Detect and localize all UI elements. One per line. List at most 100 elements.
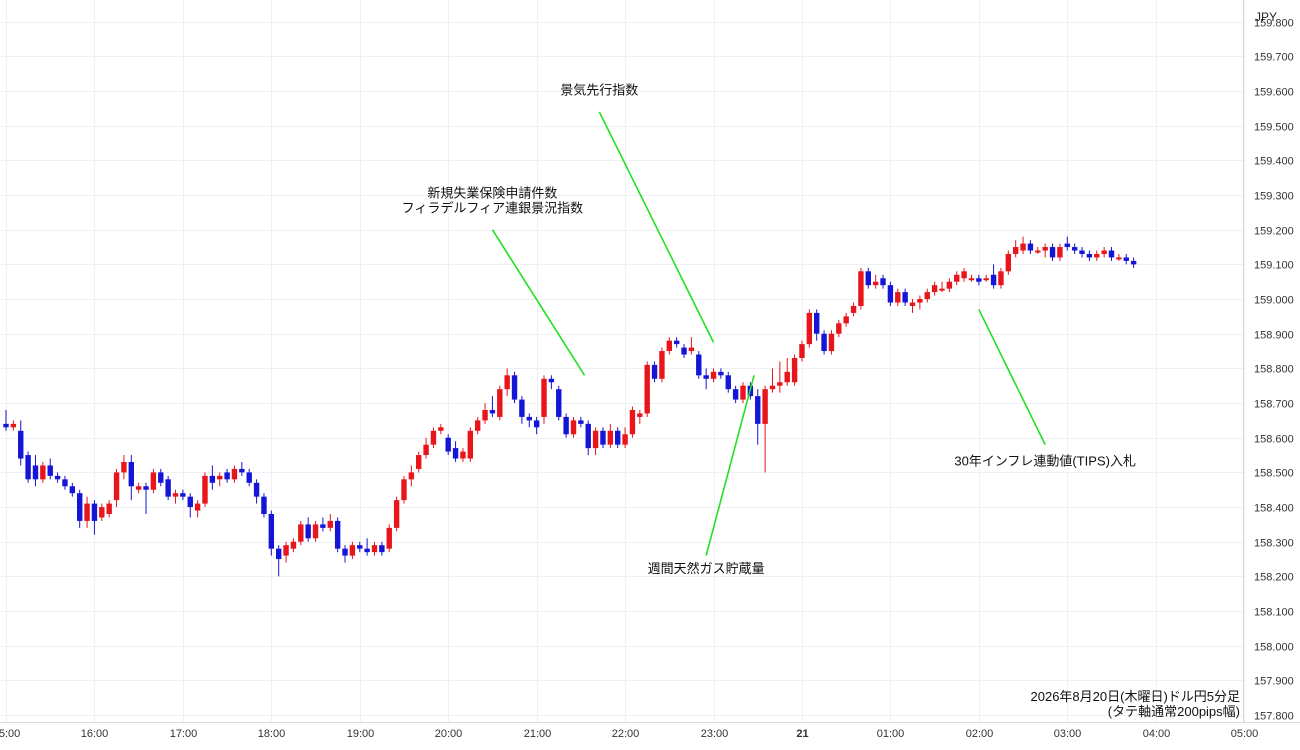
price-axis: 157.800 157.900 158.000 158.100 158.200 158.3… [1254,18,1294,723]
candle-body-up [283,545,289,556]
candle-body-down [703,375,709,379]
candle-body-up [150,472,157,490]
candle-body-down [821,333,827,352]
candle-body-up [836,323,842,334]
candle-body-up [688,347,695,352]
candle-body-down [526,416,532,421]
candle-body-up [806,312,813,345]
grid [0,0,1245,722]
price-tick-label: 159.700 [1254,52,1294,64]
candle-body-up [482,409,488,421]
time-tick-label: 18:00 [258,728,286,740]
candle-body-up [541,378,547,417]
candle-body-down [1071,247,1078,251]
annotation-line [598,111,715,343]
candle-body-up [740,385,746,400]
candle-body-down [334,520,341,549]
candle-body-up [1012,247,1019,254]
candle-body-down [305,524,311,539]
candle-body-up [762,389,768,424]
candle-body-down [342,548,348,556]
time-tick-label: 20:00 [435,728,463,740]
candle-body-down [3,423,9,428]
candle-body-down [615,430,621,445]
candle-body-down [548,378,555,383]
candle-body-down [1064,243,1070,248]
candle-body-up [968,278,975,281]
candle-body-down [246,472,252,483]
candle-body-up [983,278,989,281]
candle-body-up [1035,250,1041,253]
candle-body-up [386,527,392,549]
candle-body-down [261,496,267,514]
price-tick-label: 157.900 [1254,676,1294,688]
price-tick-label: 157.800 [1254,711,1294,723]
candle-body-down [556,389,562,417]
annotation-line [491,229,586,376]
candle-body-down [533,420,540,428]
time-tick-label: 21:00 [524,728,552,740]
candle-body-up [172,493,179,497]
candle-body-up [349,545,356,556]
candle-body-up [607,430,614,445]
time-tick-label: 16:00 [81,728,109,740]
candle-body-up [924,292,930,300]
candle-body-down [585,423,591,449]
candle-body-down [1130,260,1137,265]
time-tick-label: 15:00 [0,728,20,740]
annotation-label: 週間天然ガス貯蔵量 [648,561,765,576]
candle-body-up [497,389,503,417]
time-tick-label: 21 [796,728,808,740]
candle-body-up [1101,250,1107,254]
candle-body-down [600,430,606,445]
candle-body-up [430,430,437,445]
candle-body-down [696,354,702,376]
candle-body-up [40,465,46,480]
annotation-label: 30年インフレ連動値(TIPS)入札 [954,453,1136,468]
candle-body-down [1027,243,1034,251]
candle-body-down [814,312,820,334]
annotation-line [705,375,755,556]
candle-body-up [217,475,223,480]
candle-body-up [460,451,466,459]
candle-body-up [629,409,636,435]
candle-body-up [710,371,717,379]
candle-body-down [976,278,982,282]
candle-body-up [423,444,429,456]
candle-body-up [84,503,90,521]
candle-body-down [1049,247,1056,258]
candle-body-up [961,271,967,279]
price-tick-label: 159.600 [1254,87,1294,99]
candle-body-up [408,472,415,480]
candle-body-down [718,371,724,376]
price-tick-label: 158.400 [1254,503,1294,515]
candle-body-down [77,493,83,521]
time-tick-label: 23:00 [701,728,729,740]
price-tick-label: 158.200 [1254,572,1294,584]
time-tick-label: 22:00 [612,728,640,740]
candle-body-down [673,340,680,345]
candle-body-up [622,434,628,445]
candle-body-down [651,364,658,379]
candle-body-up [1094,253,1100,258]
candle-body-down [62,479,68,487]
candle-body-up [290,541,297,549]
candle-body-down [158,472,164,483]
candle-body-down [1079,250,1085,254]
candle-body-down [865,271,871,286]
price-tick-label: 159.200 [1254,226,1294,238]
candle-body-up [858,271,864,306]
candle-body-up [946,281,953,289]
price-tick-label: 159.800 [1254,18,1294,30]
candle-body-down [239,468,245,473]
candle-body-up [954,274,960,282]
candle-body-up [194,503,201,511]
candle-body-down [69,486,76,494]
candle-body-down [268,513,275,549]
price-tick-label: 159.100 [1254,260,1294,272]
candle-body-up [666,340,672,352]
time-tick-label: 02:00 [966,728,994,740]
